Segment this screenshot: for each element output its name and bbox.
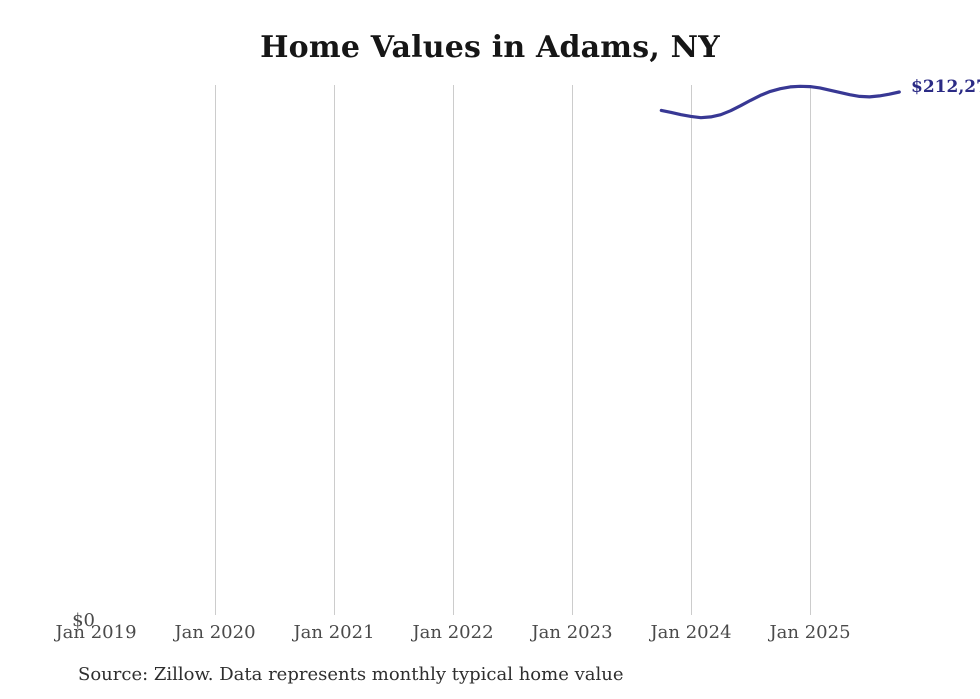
series-end-label: $212,277: [911, 77, 980, 97]
gridline: [572, 85, 573, 615]
source-note: Source: Zillow. Data represents monthly …: [78, 664, 624, 685]
x-tick-label: Jan 2019: [55, 622, 137, 643]
gridline: [810, 85, 811, 615]
x-tick-label: Jan 2023: [531, 622, 613, 643]
home-value-line: [659, 84, 901, 120]
gridline: [215, 85, 216, 615]
x-tick-label: Jan 2025: [769, 622, 851, 643]
x-tick-label: Jan 2024: [650, 622, 732, 643]
x-tick-label: Jan 2022: [412, 622, 494, 643]
gridline: [334, 85, 335, 615]
x-tick-label: Jan 2020: [174, 622, 256, 643]
gridline: [691, 85, 692, 615]
chart-title: Home Values in Adams, NY: [260, 30, 720, 65]
x-tick-label: Jan 2021: [293, 622, 375, 643]
y-axis-zero-label: $0: [72, 610, 95, 631]
gridline: [453, 85, 454, 615]
